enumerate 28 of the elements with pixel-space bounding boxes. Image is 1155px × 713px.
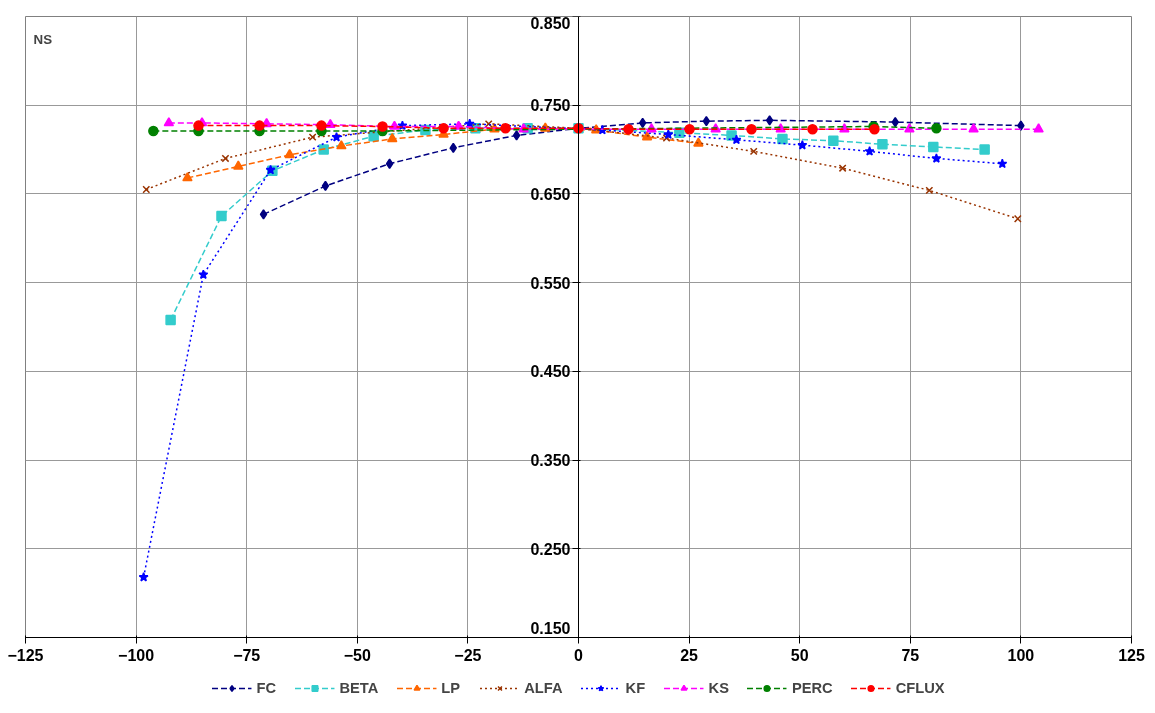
x-tick-label: −125 — [7, 646, 44, 664]
legend-label: FC — [256, 680, 277, 696]
x-tick-label: 75 — [901, 646, 920, 664]
y-tick-label: 0.250 — [530, 540, 571, 558]
y-tick-label: 0.750 — [530, 97, 571, 115]
legend-label: ALFA — [524, 680, 563, 696]
y-axis-title: NS — [33, 31, 53, 47]
x-tick-label: −75 — [233, 646, 261, 664]
legend-label: PERC — [791, 680, 833, 696]
legend-label: KS — [708, 680, 729, 696]
y-tick-label: 0.650 — [530, 185, 571, 203]
y-tick-label: 0.550 — [530, 274, 571, 292]
y-tick-label: 0.450 — [530, 363, 571, 381]
x-tick-label: 0 — [574, 646, 584, 664]
legend-label: KF — [625, 680, 646, 696]
legend-label: LP — [441, 680, 461, 696]
legend-label: CFLUX — [895, 680, 945, 696]
x-tick-label: 100 — [1007, 646, 1035, 664]
x-tick-label: 50 — [790, 646, 809, 664]
x-tick-label: −100 — [118, 646, 155, 664]
x-tick-label: −50 — [343, 646, 371, 664]
legend-label: BETA — [339, 680, 379, 696]
x-tick-label: −25 — [454, 646, 482, 664]
y-tick-label: 0.150 — [530, 619, 571, 637]
x-tick-label: 125 — [1118, 646, 1145, 664]
y-tick-label: 0.350 — [530, 452, 571, 470]
x-tick-label: 25 — [680, 646, 699, 664]
y-tick-label: 0.850 — [530, 14, 571, 32]
